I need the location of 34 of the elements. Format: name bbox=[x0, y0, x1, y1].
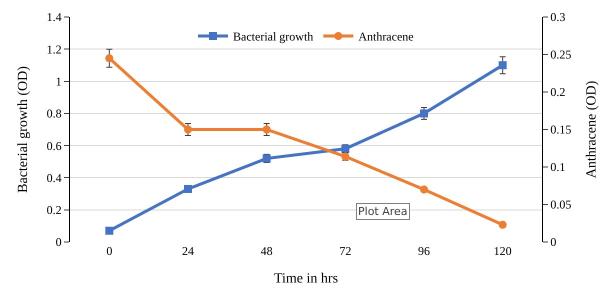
y-tick-label: 1.4 bbox=[46, 10, 62, 24]
legend-label: Anthracene bbox=[358, 30, 414, 44]
x-tick-label: 24 bbox=[182, 244, 194, 258]
x-tick-label: 96 bbox=[418, 244, 430, 258]
y-tick-label: 0.4 bbox=[46, 170, 62, 185]
annotation: Plot Area bbox=[358, 205, 408, 218]
x-tick-label: 0 bbox=[106, 244, 112, 258]
x-axis-title: Time in hrs bbox=[274, 271, 338, 286]
point bbox=[184, 126, 192, 134]
point bbox=[420, 186, 428, 194]
y2-axis-title: Anthracene (OD) bbox=[584, 80, 600, 178]
y-tick-label: 1.2 bbox=[46, 42, 62, 56]
point bbox=[105, 54, 114, 62]
y2-tick-label: 0.2 bbox=[550, 85, 566, 100]
point bbox=[184, 184, 192, 193]
y2-tick-label: 0.25 bbox=[550, 48, 572, 62]
legend-label: Bacterial growth bbox=[233, 30, 314, 44]
y-tick-label: 0.2 bbox=[46, 203, 62, 218]
y2-tick-label: 0.1 bbox=[550, 160, 566, 174]
y-tick-label: 1 bbox=[56, 74, 62, 88]
y-tick-label: 0.6 bbox=[46, 138, 62, 153]
point bbox=[498, 220, 507, 229]
x-tick-label: 120 bbox=[494, 244, 512, 258]
x-tick-label: 72 bbox=[339, 244, 352, 258]
y2-tick-label: 0.05 bbox=[550, 198, 572, 212]
y-tick-label: 0.8 bbox=[46, 106, 62, 121]
x-tick-label: 48 bbox=[260, 244, 273, 258]
point bbox=[498, 61, 507, 70]
point bbox=[262, 126, 271, 134]
y-axis-title: Bacterial growth (OD) bbox=[16, 66, 32, 193]
point bbox=[105, 226, 114, 235]
y2-tick-label: 0.3 bbox=[550, 10, 566, 24]
y2-tick-label: 0.15 bbox=[550, 122, 572, 137]
point bbox=[420, 109, 428, 118]
